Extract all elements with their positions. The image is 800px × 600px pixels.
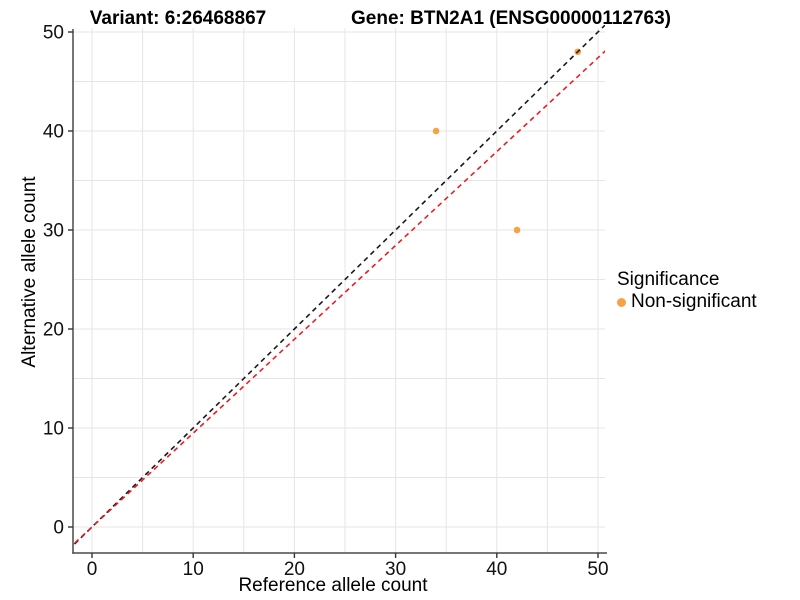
expected-ratio-line — [73, 50, 605, 546]
y-tick-label: 30 — [43, 221, 64, 242]
x-tick-label: 0 — [87, 559, 98, 580]
x-axis-label: Reference allele count — [238, 575, 428, 596]
legend-item: Non-significant — [617, 292, 757, 312]
y-tick-label: 50 — [43, 23, 64, 44]
data-point — [432, 127, 440, 135]
y-tick-label: 40 — [43, 122, 64, 143]
data-point — [513, 226, 521, 234]
legend-title: Significance — [617, 269, 720, 290]
y-tick-label: 10 — [43, 419, 64, 440]
legend-item-label: Non-significant — [631, 291, 757, 312]
y-tick-label: 0 — [53, 518, 64, 539]
gene-title: Gene: BTN2A1 (ENSG00000112763) — [351, 8, 671, 29]
x-tick-label: 20 — [284, 559, 305, 580]
legend: Significance Non-significant — [617, 270, 757, 312]
x-tick-label: 30 — [385, 559, 406, 580]
identity-line — [73, 25, 605, 547]
x-tick-label: 40 — [486, 559, 507, 580]
x-tick-label: 10 — [183, 559, 204, 580]
legend-point-icon — [617, 297, 626, 307]
y-tick-label: 20 — [43, 320, 64, 341]
x-tick-label: 50 — [587, 559, 608, 580]
variant-title: Variant: 6:26468867 — [89, 8, 267, 29]
